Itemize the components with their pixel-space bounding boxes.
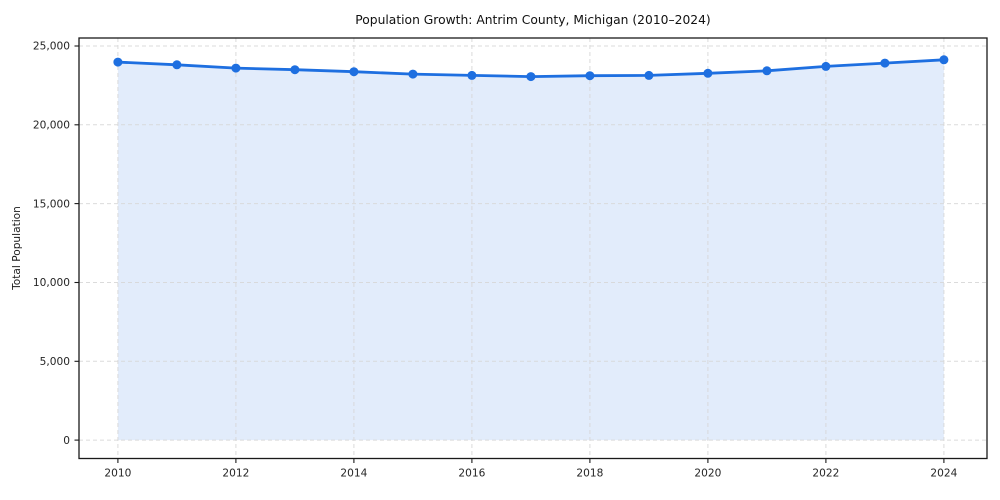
axes-layer: 2010 2012 2014 2016 2018 2020 2022 2024 0 5,000 10… (33, 37, 988, 480)
data-points (113, 55, 949, 82)
y-axis-label: Total Population (11, 206, 23, 291)
x-tick-label: 2014 (340, 468, 367, 480)
y-tick-label: 25,000 (33, 41, 70, 53)
data-point-2024 (939, 55, 949, 65)
y-tick-label: 15,000 (33, 198, 70, 210)
y-tick-label: 5,000 (40, 356, 71, 368)
y-tick-label: 0 (63, 435, 70, 447)
x-tick-label: 2016 (458, 468, 485, 480)
data-point-2022 (821, 61, 831, 71)
x-tick-label: 2022 (812, 468, 839, 480)
x-tick-label: 2020 (694, 468, 721, 480)
data-point-2015 (408, 69, 418, 79)
data-point-2013 (290, 65, 300, 75)
data-point-2017 (526, 72, 536, 82)
data-point-2021 (762, 66, 772, 76)
data-point-2010 (113, 57, 123, 67)
data-point-2011 (172, 60, 182, 70)
gridlines (79, 38, 987, 459)
data-point-2016 (467, 70, 477, 80)
x-tick-label: 2012 (222, 468, 249, 480)
x-tick-label: 2024 (930, 468, 957, 480)
data-point-2020 (703, 68, 713, 78)
series-layer (113, 55, 949, 82)
y-tick-label: 10,000 (33, 277, 70, 289)
data-point-2018 (585, 71, 595, 81)
data-point-2019 (644, 70, 654, 80)
data-point-2023 (880, 58, 890, 68)
y-tick-label: 20,000 (33, 120, 70, 132)
data-point-2012 (231, 63, 241, 73)
data-point-2014 (349, 67, 359, 77)
x-tick-label: 2010 (104, 468, 131, 480)
plot-border (78, 37, 988, 460)
area-fill-layer (117, 59, 944, 441)
chart-title: Population Growth: Antrim County, Michig… (355, 13, 710, 27)
area-fill (117, 59, 944, 441)
x-tick-label: 2018 (576, 468, 603, 480)
